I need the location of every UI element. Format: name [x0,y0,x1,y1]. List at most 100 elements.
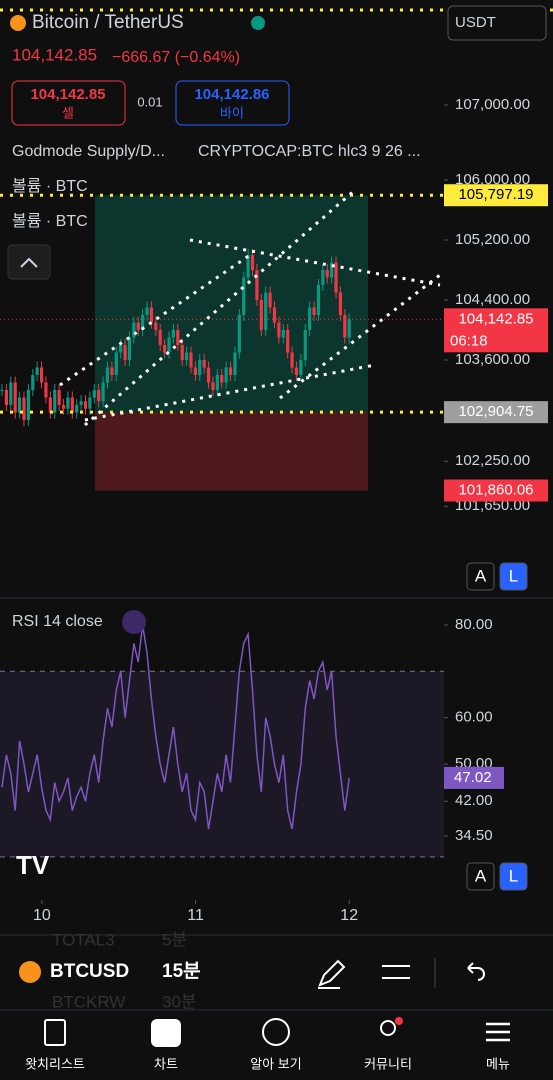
undo-icon[interactable] [467,962,485,981]
badge [395,1017,403,1025]
candle [9,382,13,405]
candle [202,360,206,368]
watchlist-icon[interactable] [44,1019,66,1046]
sell-label: 셀 [62,105,74,120]
currency-select[interactable] [447,5,547,41]
candle [189,352,193,368]
explore-icon[interactable] [262,1018,290,1046]
candle [171,330,176,338]
candle [290,352,294,368]
candle [13,382,17,413]
scale-button-label: A [475,566,487,585]
candle [119,345,123,353]
candle [26,390,30,420]
nav-label[interactable]: 커뮤니티 [364,1056,412,1071]
candle [255,270,259,300]
scale-button[interactable] [466,862,495,891]
candle [163,345,167,353]
chevron [20,257,38,268]
indicator: CRYPTOCAP:BTC hlc3 9 26 ... [198,143,421,160]
candle [105,367,110,383]
y-tick-label: 102,250.00 [455,452,530,469]
settings-icon[interactable] [382,965,410,979]
symbol-title: Bitcoin / TetherUS [32,12,184,33]
candle [75,405,79,413]
candle [114,352,118,375]
level-label: 101,860.06 [458,481,533,498]
toolbar-symbol[interactable]: BTCUSD [50,961,129,982]
candle [184,352,189,360]
rsi-title: RSI 14 close [12,613,103,630]
candle [22,397,26,420]
candle [17,397,22,413]
chart-icon[interactable] [151,1019,181,1047]
candle [206,367,211,383]
candle [250,255,255,270]
stop-zone [95,412,368,491]
toolbar-interval[interactable]: 15분 [162,960,201,982]
community-icon[interactable] [380,1020,396,1036]
value-tag [444,766,504,789]
candle [57,390,61,405]
menu-icon[interactable] [486,1022,510,1042]
buy-price: 104,142.86 [194,86,269,103]
candle [79,401,83,405]
candle [39,367,44,383]
candle [176,330,180,345]
indicator: Godmode Supply/D... [12,143,165,160]
y-tick-label: 103,600.00 [455,351,530,368]
candle [233,352,237,375]
nav: 왓치리스트 차트 알아 보기 커뮤니티 메뉴 [25,1056,510,1071]
scale-button[interactable] [499,862,528,891]
volume-label: 볼륨 · BTC [12,212,88,230]
level-label: 104,142.85 [458,310,533,327]
candle [228,367,233,375]
sell-price: 104,142.85 [30,86,105,103]
candle [237,315,241,353]
ghost: BTCKRW [52,992,125,1011]
candle [281,330,285,338]
btc-icon [19,961,41,983]
candle [66,397,70,409]
nav-label[interactable]: 왓치리스트 [25,1056,85,1071]
x-tick-label: 10 [33,907,51,924]
rsi-icon[interactable] [122,610,146,634]
candle [110,367,114,375]
rsi-band [0,671,444,857]
scale-button[interactable] [499,562,528,591]
scale-button[interactable] [466,562,495,591]
candle [31,375,35,390]
buy-button[interactable] [175,80,290,126]
draw-icon[interactable] [318,959,346,989]
level-tag [444,184,548,207]
candle [246,255,250,278]
candle [145,307,149,315]
candle [92,390,96,398]
candle [316,285,321,315]
currency: USDT [455,14,496,31]
candle [330,262,334,278]
candle [154,322,158,330]
candle [149,307,154,323]
nav-label[interactable]: 메뉴 [486,1056,510,1071]
change: −666.67 (−0.64%) [112,49,240,66]
scale-button-label: A [475,866,487,885]
candle [303,330,307,360]
candle [294,367,299,375]
sell-button[interactable] [11,80,126,126]
nav-label[interactable]: 알아 보기 [250,1056,301,1071]
candle [312,307,316,315]
target-zone [95,195,368,413]
candle [167,337,171,353]
x-tick-label: 11 [187,907,204,924]
candle [88,397,92,409]
candle [0,390,4,391]
candle [44,382,48,398]
collapse-button[interactable] [7,244,51,280]
nav-label[interactable]: 차트 [154,1056,178,1071]
drawings [59,188,441,427]
candle [272,307,277,323]
candle [325,270,329,278]
level-label: 102,904.75 [458,403,533,420]
